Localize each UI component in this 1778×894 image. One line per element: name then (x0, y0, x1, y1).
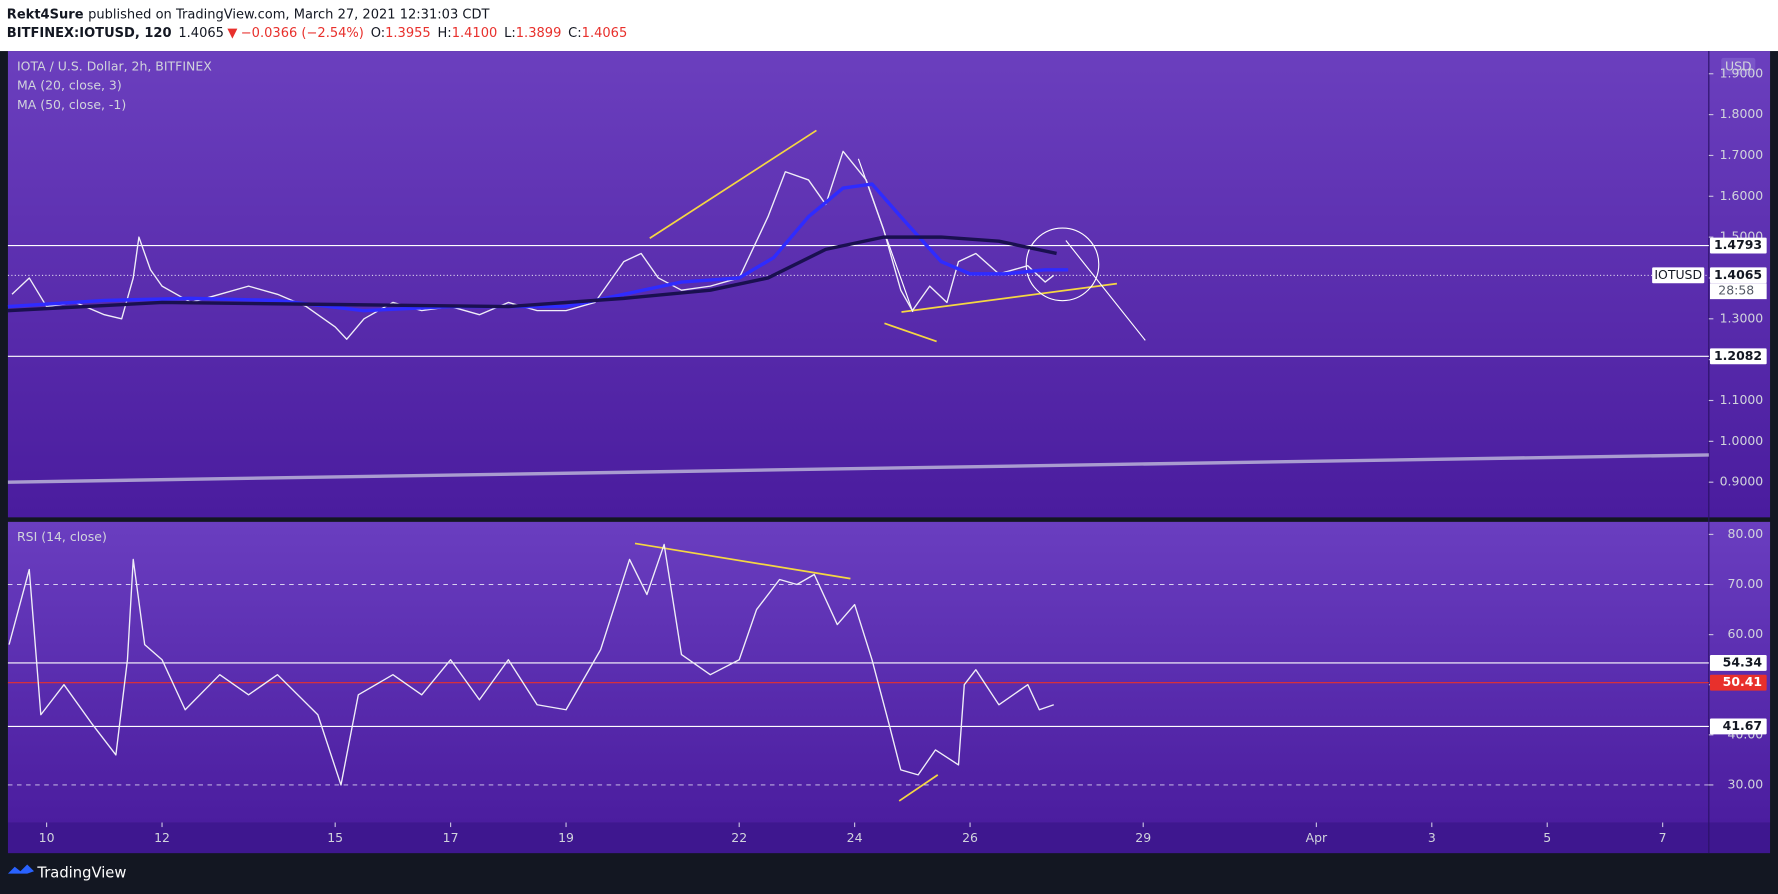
series-line (7, 235, 1057, 313)
countdown-badge (1709, 283, 1767, 300)
legend-entry: MA (20, close, 3) (17, 78, 122, 93)
legend-entry: MA (50, close, -1) (17, 97, 126, 112)
x-tick-label: 29 (1135, 830, 1151, 845)
rsi-pane (7, 521, 1771, 823)
header-line1: Rekt4Sure published on TradingView.com, M… (7, 7, 490, 22)
level-label: 1.4793 (1714, 237, 1762, 252)
author: Rekt4Sure (7, 7, 84, 22)
series-line (7, 182, 1069, 313)
y-tick-label: 1.0000 (1720, 433, 1764, 448)
x-tick-label: 17 (443, 830, 459, 845)
open: 1.3955 (385, 25, 431, 40)
series-line (8, 543, 1054, 786)
level-badge (1709, 237, 1767, 254)
brand: TradingView (36, 865, 126, 882)
trendline (649, 129, 817, 239)
high-label: H: (438, 25, 452, 40)
trendline (884, 322, 937, 343)
change: −0.0366 (−2.54%) (241, 25, 364, 40)
x-tick-label: 24 (847, 830, 863, 845)
y-tick-label: 1.7000 (1720, 147, 1764, 162)
arrow: ▼ (227, 25, 237, 40)
x-tick-label: 26 (962, 830, 978, 845)
trendline (1065, 240, 1146, 341)
level-badge (1709, 348, 1767, 365)
open-label: O: (371, 25, 385, 40)
last-price-label: 1.4065 (1714, 267, 1762, 282)
symbol-badge (1652, 267, 1705, 284)
low-label: L: (504, 25, 516, 40)
symbol: BITFINEX:IOTUSD, 120 (7, 25, 172, 40)
x-tick-label: Apr (1306, 830, 1328, 845)
y-tick-label: 0.9000 (1720, 474, 1764, 489)
x-tick-label: 10 (39, 830, 55, 845)
y-tick-label: 1.9000 (1720, 65, 1764, 80)
legend-entry: RSI (14, close) (17, 529, 107, 544)
x-tick-label: 19 (558, 830, 574, 845)
currency-badge (1721, 57, 1756, 75)
long-trendline (7, 453, 1709, 484)
x-tick-label: 12 (154, 830, 170, 845)
level-label: 41.67 (1723, 718, 1762, 733)
x-tick-label: 3 (1428, 830, 1436, 845)
logo (7, 864, 35, 874)
trendline (898, 774, 939, 802)
close-label: C: (568, 25, 581, 40)
circle-marker (1025, 227, 1100, 302)
high: 1.4100 (452, 25, 498, 40)
y-tick-label: 70.00 (1728, 576, 1764, 591)
last: 1.4065 (178, 25, 224, 40)
published: published on TradingView.com, March 27, … (88, 7, 489, 22)
close: 1.4065 (582, 25, 628, 40)
y-tick-label: 1.3000 (1720, 310, 1764, 325)
trendline (901, 282, 1118, 313)
time-axis (7, 822, 1771, 854)
x-tick-label: 7 (1659, 830, 1667, 845)
y-tick-label: 60.00 (1728, 626, 1764, 641)
last-price-badge (1709, 267, 1767, 284)
y-tick-label: 1.6000 (1720, 188, 1764, 203)
price-pane (7, 51, 1771, 518)
trendline (634, 542, 851, 580)
y-tick-label: 1.8000 (1720, 106, 1764, 121)
symbol-label: IOTUSD (1654, 267, 1702, 282)
level-badge (1709, 718, 1767, 735)
current-badge (1709, 674, 1767, 691)
x-tick-label: 22 (731, 830, 747, 845)
x-tick-label: 15 (327, 830, 343, 845)
series-line (11, 150, 1055, 340)
level-label: 1.2082 (1714, 348, 1762, 363)
low: 1.3899 (516, 25, 562, 40)
currency: USD (1725, 58, 1752, 73)
y-tick-label: 1.1000 (1720, 392, 1764, 407)
x-tick-label: 5 (1543, 830, 1551, 845)
header-bg (0, 0, 1778, 52)
level-label: 54.34 (1723, 654, 1763, 669)
legend-entry: IOTA / U.S. Dollar, 2h, BITFINEX (17, 58, 212, 73)
countdown: 28:58 (1718, 283, 1754, 298)
y-tick-label: 30.00 (1728, 776, 1764, 791)
header-line2: BITFINEX:IOTUSD, 120 1.4065 ▼ −0.0366 (−2.5… (7, 25, 627, 40)
level-badge (1709, 655, 1767, 671)
current-label: 50.41 (1723, 674, 1762, 689)
y-tick-label: 80.00 (1728, 526, 1764, 541)
